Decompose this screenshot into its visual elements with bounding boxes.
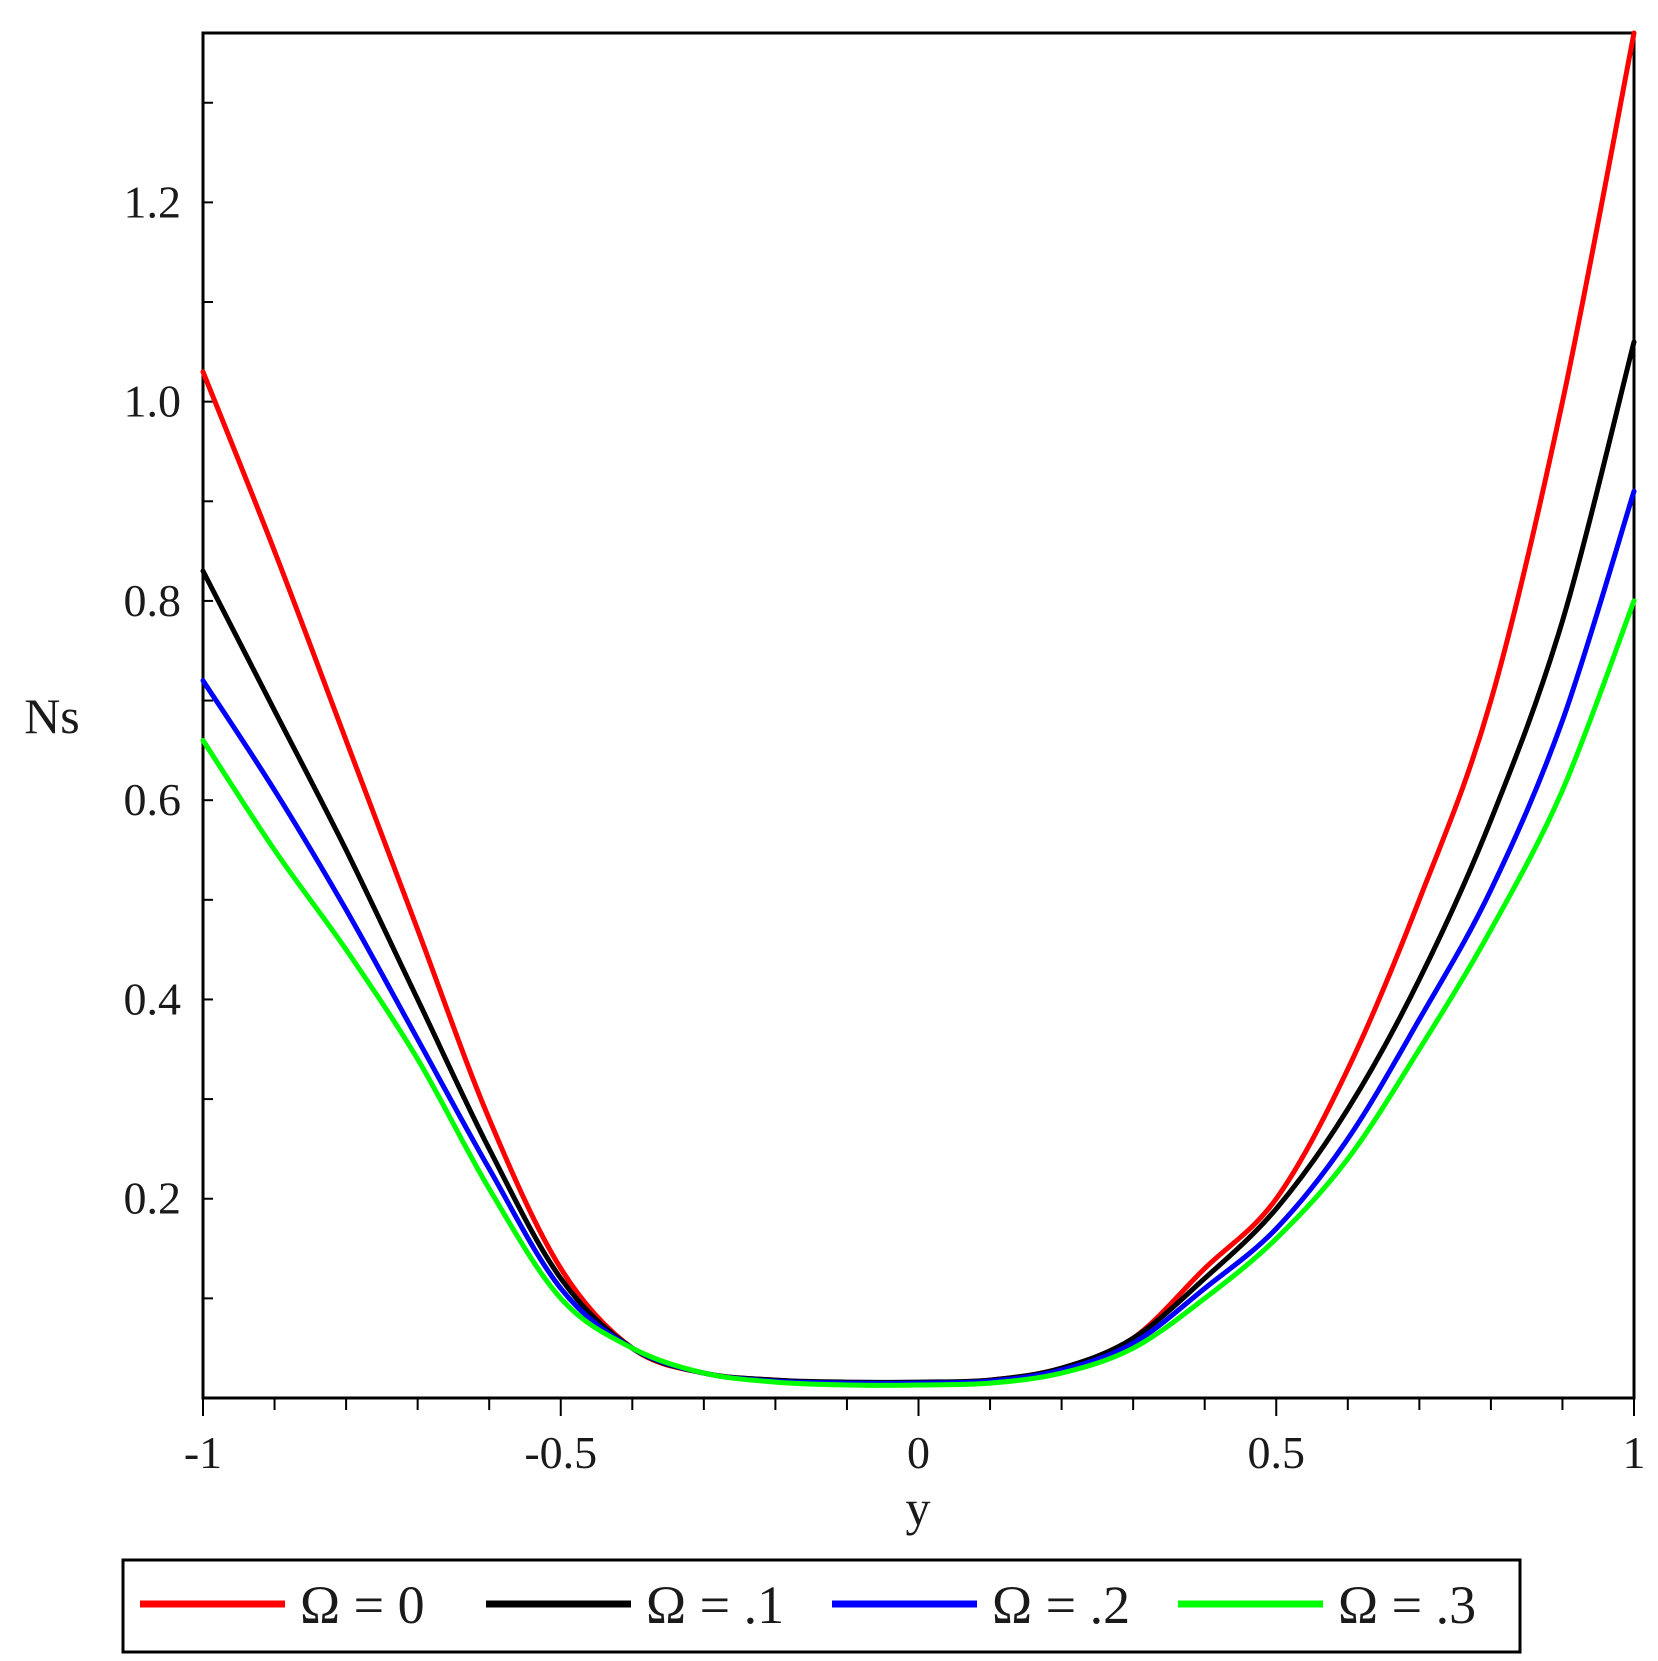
legend-label: Ω = .3 <box>1338 1575 1476 1635</box>
x-tick-label: 0.5 <box>1248 1427 1306 1478</box>
legend-label: Ω = .1 <box>646 1575 784 1635</box>
y-tick-label: 0.8 <box>124 575 182 626</box>
y-axis-label: Ns <box>24 688 80 744</box>
y-axis-ticks: 0.2 0.4 0.6 0.8 1.0 1.2 <box>124 101 213 1300</box>
legend: Ω = 0 Ω = .1 Ω = .2 Ω = .3 <box>121 1558 1522 1654</box>
y-tick-label: 0.6 <box>124 774 182 825</box>
legend-label: Ω = .2 <box>992 1575 1130 1635</box>
x-axis-ticks: -1 -0.5 0 0.5 1 <box>184 1398 1646 1478</box>
x-tick-label: -1 <box>184 1427 222 1478</box>
y-tick-label: 1.2 <box>124 176 182 227</box>
legend-label: Ω = 0 <box>300 1575 425 1635</box>
y-tick-label: 0.4 <box>124 973 182 1024</box>
legend-items: Ω = 0 Ω = .1 Ω = .2 Ω = .3 <box>140 1575 1476 1635</box>
plot-frame <box>201 31 1636 1400</box>
series-layer <box>200 30 1637 1388</box>
x-axis-label: y <box>906 1480 931 1536</box>
y-tick-label: 1.0 <box>124 376 182 427</box>
series-line-3 <box>200 598 1637 1388</box>
x-tick-label: -0.5 <box>524 1427 597 1478</box>
x-tick-label: 1 <box>1623 1427 1646 1478</box>
y-tick-label: 0.2 <box>124 1173 182 1224</box>
x-tick-label: 0 <box>907 1427 930 1478</box>
